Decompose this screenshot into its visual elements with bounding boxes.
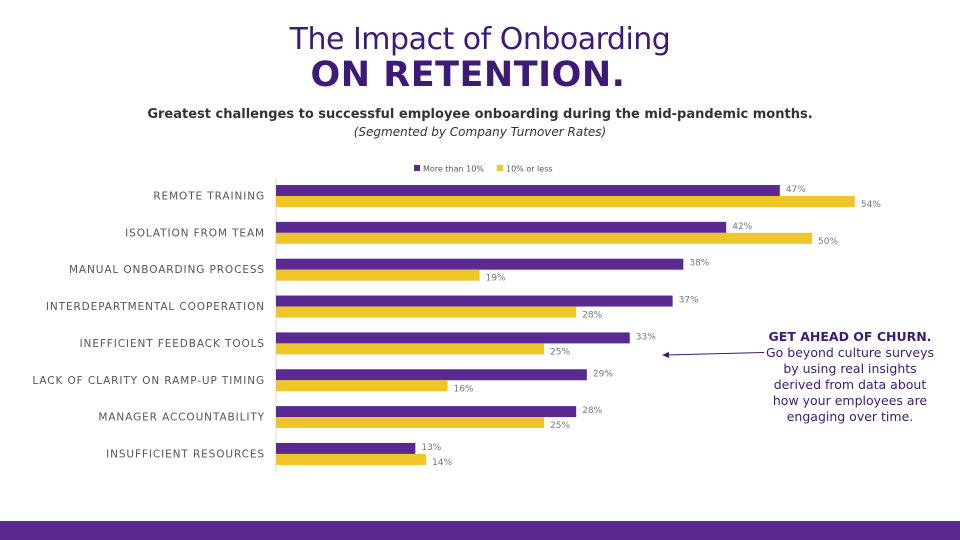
bar-series-2 [276,417,544,429]
chart-subnote: (Segmented by Company Turnover Rates) [353,125,607,139]
legend-swatch-1 [414,165,420,171]
bar-series-2 [276,196,855,207]
category-label: MANUAL ONBOARDING PROCESS [69,264,265,276]
bar-series-1 [276,442,416,454]
callout: GET AHEAD OF CHURN. Go beyond culture su… [760,329,940,425]
bar-series-2 [276,269,480,281]
callout-heading: GET AHEAD OF CHURN. [768,329,932,344]
data-label-series-2: 14% [432,458,452,468]
legend-label-1: More than 10% [423,165,484,174]
data-label-series-2: 50% [818,237,838,247]
bar-series-2 [276,306,577,318]
title-line-1: The Impact of Onboarding [289,22,671,57]
data-label-series-1: 38% [689,259,709,269]
callout-body: Go beyond culture surveys by using real … [766,345,934,424]
chart-subtitle: Greatest challenges to successful employ… [147,107,813,122]
legend-swatch-2 [497,165,503,171]
bar-series-1 [276,221,727,233]
data-label-series-2: 54% [861,200,881,210]
category-label: INEFFICIENT FEEDBACK TOOLS [80,338,265,350]
data-label-series-2: 19% [486,274,506,284]
data-label-series-1: 42% [732,222,752,232]
legend-label-2: 10% or less [506,165,553,174]
category-label: LACK OF CLARITY ON RAMP-UP TIMING [32,375,265,387]
category-label: MANAGER ACCOUNTABILITY [98,412,265,424]
data-label-series-1: 37% [679,296,699,306]
bar-series-2 [276,453,427,465]
bar-series-2 [276,343,544,355]
bar-series-2 [276,380,448,392]
data-label-series-1: 33% [636,332,656,342]
data-label-series-1: 13% [421,443,441,453]
bar-series-1 [276,369,587,381]
bar-series-1 [276,295,673,307]
category-label: INSUFFICIENT RESOURCES [106,448,265,460]
footer-bar [0,521,960,540]
data-label-series-1: 47% [786,185,806,195]
bar-series-1 [276,185,780,196]
bar-series-1 [276,332,630,344]
callout-arrow-head [662,352,669,358]
category-label: REMOTE TRAINING [153,191,265,203]
bar-series-2 [276,232,812,244]
bar-series-1 [276,258,684,270]
data-label-series-2: 25% [550,347,570,357]
data-label-series-2: 25% [550,421,570,431]
category-label: INTERDEPARTMENTAL COOPERATION [46,301,265,313]
data-label-series-1: 29% [593,369,613,379]
data-label-series-2: 16% [454,384,474,394]
title-line-2: ON RETENTION. [310,55,626,95]
category-label: ISOLATION FROM TEAM [125,227,265,239]
callout-arrow-line [665,352,765,356]
data-label-series-1: 28% [582,406,602,416]
data-label-series-2: 28% [582,311,602,321]
bar-series-1 [276,406,577,418]
bar-chart: More than 10% 10% or less REMOTE TRAINING 4… [32,165,881,472]
